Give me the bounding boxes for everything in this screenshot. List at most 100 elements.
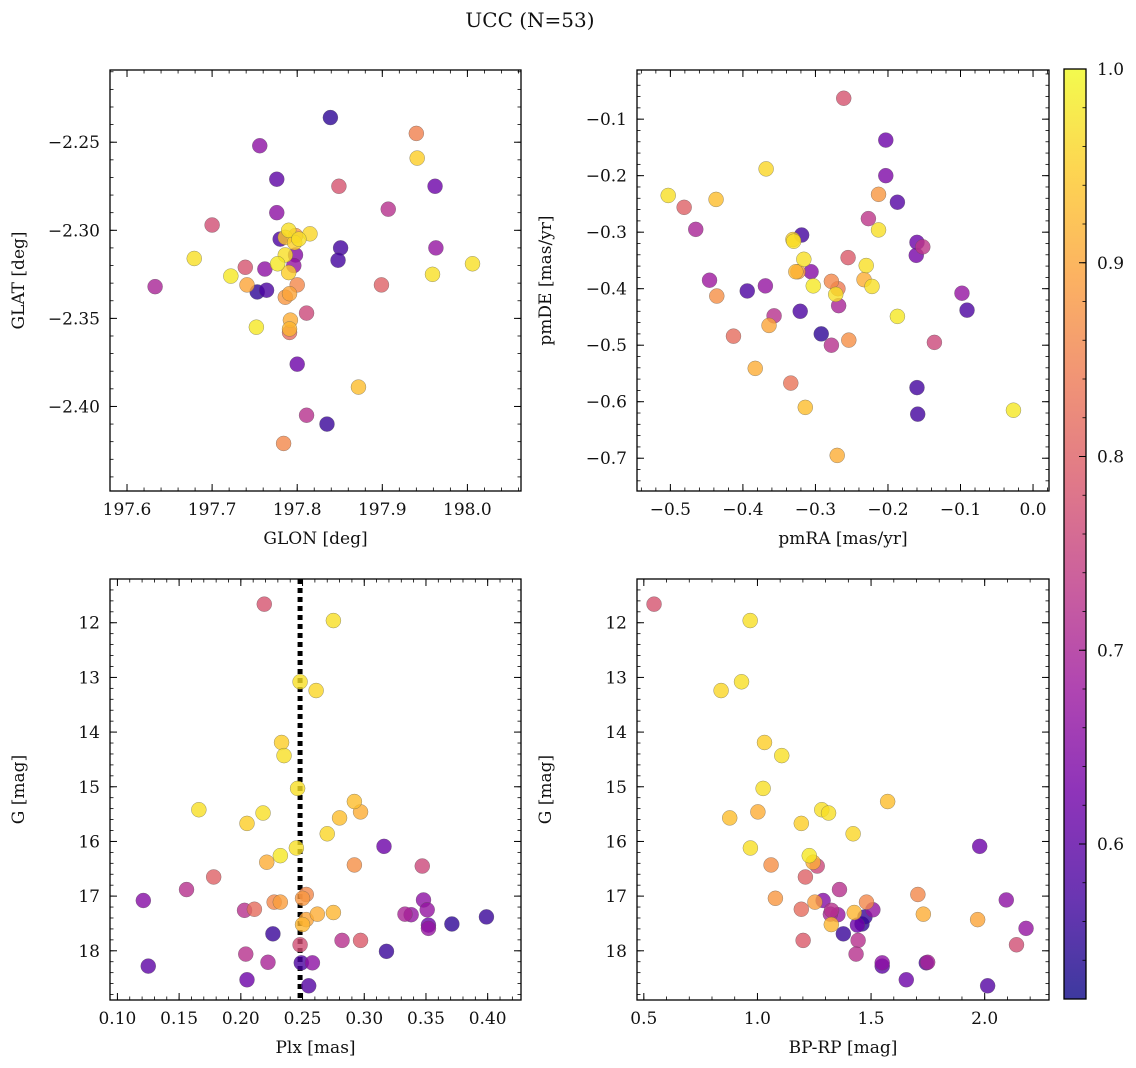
data-point xyxy=(331,178,347,195)
data-point xyxy=(823,902,840,919)
x-tick-label: 1.5 xyxy=(858,1009,885,1029)
data-point xyxy=(258,282,275,298)
data-point xyxy=(1018,920,1034,937)
colorbar-tick-label: 0.8 xyxy=(1097,448,1124,468)
data-point xyxy=(807,894,823,910)
data-point xyxy=(750,804,766,820)
data-point xyxy=(414,858,431,874)
data-point xyxy=(926,334,943,351)
data-point xyxy=(420,920,437,937)
y-tick-label: 17 xyxy=(78,887,100,907)
colorbar-tick-label: 0.9 xyxy=(1097,254,1124,274)
data-point xyxy=(238,946,254,962)
x-tick-label: −0.1 xyxy=(940,500,981,520)
x-tick-label: 198.0 xyxy=(443,500,492,520)
data-point xyxy=(835,90,852,107)
y-tick-label: −2.40 xyxy=(48,397,100,417)
data-point xyxy=(845,826,861,842)
y-tick-label: 16 xyxy=(78,832,100,852)
y-tick-label: 12 xyxy=(605,614,627,634)
data-point xyxy=(835,926,852,942)
data-point xyxy=(889,194,906,210)
y-axis-label: pmDE [mas/yr] xyxy=(536,215,556,345)
data-point xyxy=(325,904,342,921)
x-axis-label: BP-RP [mag] xyxy=(789,1038,898,1058)
y-tick-label: −0.2 xyxy=(586,167,627,187)
data-point xyxy=(298,305,315,321)
x-tick-label: 197.7 xyxy=(188,500,237,520)
x-axis-label: Plx [mas] xyxy=(275,1038,355,1058)
x-tick-label: 0.30 xyxy=(345,1009,383,1029)
y-tick-label: 18 xyxy=(78,942,100,962)
data-point xyxy=(898,972,915,988)
data-point xyxy=(725,328,742,344)
data-point xyxy=(909,406,926,422)
data-point xyxy=(796,251,812,268)
data-point xyxy=(797,399,814,416)
data-point xyxy=(823,273,840,290)
data-point xyxy=(294,916,311,933)
data-point xyxy=(858,257,874,274)
data-point xyxy=(793,901,810,917)
data-point xyxy=(998,892,1015,908)
data-point xyxy=(758,161,774,177)
data-point xyxy=(713,682,729,699)
x-tick-label: 0.35 xyxy=(407,1009,445,1029)
y-axis-label: GLAT [deg] xyxy=(9,231,29,329)
y-axis-label: G [mag] xyxy=(536,755,556,824)
y-tick-label: 15 xyxy=(78,778,100,798)
data-point xyxy=(191,801,207,818)
y-tick-label: 13 xyxy=(605,668,627,688)
data-point xyxy=(331,810,348,826)
x-tick-label: 0.25 xyxy=(284,1009,322,1029)
x-tick-label: 0.40 xyxy=(469,1009,507,1029)
y-tick-label: 16 xyxy=(605,832,627,852)
y-tick-label: 13 xyxy=(78,668,100,688)
data-point xyxy=(733,674,750,690)
data-point xyxy=(889,308,906,325)
data-point xyxy=(281,321,298,337)
data-point xyxy=(280,264,297,281)
data-point xyxy=(763,857,779,873)
data-point xyxy=(860,210,877,227)
data-point xyxy=(378,943,395,960)
data-point xyxy=(239,972,255,988)
data-point xyxy=(289,356,305,372)
x-tick-label: 197.9 xyxy=(358,500,407,520)
x-tick-label: 0.20 xyxy=(222,1009,260,1029)
data-point xyxy=(478,909,495,925)
data-point xyxy=(239,815,255,832)
y-tick-label: −2.25 xyxy=(48,133,100,153)
x-tick-label: 0.5 xyxy=(630,1009,657,1029)
data-point xyxy=(300,978,317,994)
data-point xyxy=(909,379,925,396)
data-point xyxy=(265,926,281,942)
data-point xyxy=(823,337,840,353)
data-point xyxy=(269,171,285,187)
colorbar-tick-label: 1.0 xyxy=(1097,60,1124,80)
data-point xyxy=(910,886,926,903)
data-point xyxy=(204,217,220,233)
data-point xyxy=(373,277,390,293)
figure-title: UCC (N=53) xyxy=(465,8,594,32)
data-point xyxy=(848,946,864,962)
x-tick-label: 197.8 xyxy=(273,500,322,520)
data-point xyxy=(1005,402,1022,418)
data-point xyxy=(767,890,784,907)
panel-pmra-pmde: −0.5 −0.4 −0.3 −0.2 −0.1 0.0 −0.1 −0.2 −0.3 −0.4 −… xyxy=(536,69,1050,549)
data-point xyxy=(701,272,718,288)
data-point xyxy=(788,263,804,280)
data-point xyxy=(346,793,363,810)
data-point xyxy=(813,326,829,342)
data-point xyxy=(325,612,342,629)
data-point xyxy=(397,906,413,922)
x-tick-label: 0.15 xyxy=(160,1009,198,1029)
data-point xyxy=(258,854,275,870)
data-point xyxy=(979,978,996,994)
data-point xyxy=(237,259,254,276)
data-point xyxy=(464,256,481,272)
data-point xyxy=(870,222,887,238)
data-point xyxy=(288,840,305,856)
data-point xyxy=(272,847,289,864)
x-tick-label: −0.4 xyxy=(722,500,763,520)
